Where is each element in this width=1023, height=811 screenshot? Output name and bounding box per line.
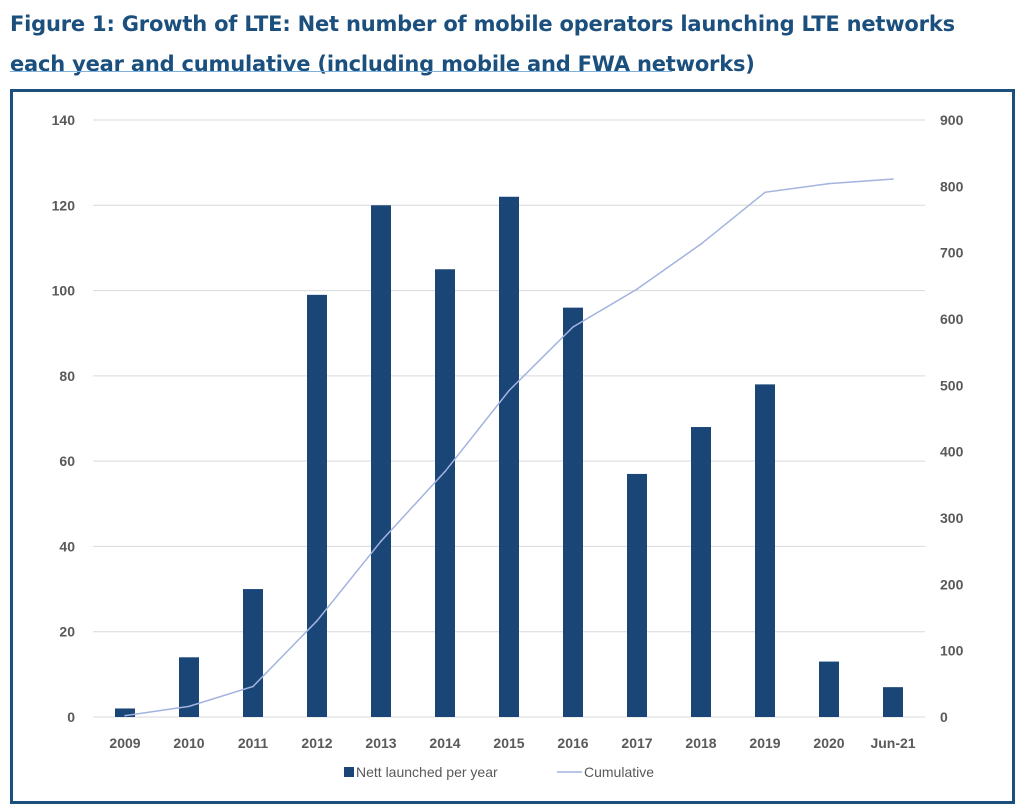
y-right-tick-label: 0	[940, 709, 948, 725]
bar-2012	[307, 294, 327, 717]
bar-2017	[627, 473, 647, 717]
cumulative-point	[572, 326, 574, 328]
chart-frame	[10, 89, 1015, 804]
x-tick-label: 2016	[557, 735, 588, 751]
bar-Jun-21	[883, 687, 903, 717]
bar-2011	[243, 589, 263, 717]
x-tick-label: 2020	[813, 735, 844, 751]
legend-line-label: Cumulative	[584, 764, 654, 780]
y-right-tick-label: 400	[940, 444, 964, 460]
y-left-tick-label: 0	[67, 709, 75, 725]
cumulative-point	[892, 178, 894, 180]
legend-bar-swatch	[344, 767, 354, 777]
y-right-tick-label: 900	[940, 112, 964, 128]
cumulative-point	[316, 620, 318, 622]
x-tick-label: 2010	[173, 735, 204, 751]
y-right-tick-label: 500	[940, 377, 964, 393]
cumulative-point	[380, 540, 382, 543]
y-left-tick-label: 100	[52, 283, 76, 299]
x-tick-label: 2015	[493, 735, 524, 751]
y-left-tick-label: 60	[59, 453, 75, 469]
bar-2016	[563, 307, 583, 717]
x-tick-label: 2012	[301, 735, 332, 751]
y-right-tick-label: 600	[940, 311, 964, 327]
y-left-tick-label: 120	[52, 197, 76, 213]
title-underline	[10, 71, 672, 72]
y-right-tick-label: 700	[940, 245, 964, 261]
x-tick-label: 2017	[621, 735, 652, 751]
y-right-tick-label: 200	[940, 576, 964, 592]
bar-2009	[115, 708, 135, 717]
bar-2015	[499, 196, 519, 717]
legend-bar-label: Nett launched per year	[356, 764, 498, 780]
cumulative-point	[188, 705, 190, 708]
x-tick-label: 2014	[429, 735, 460, 751]
x-tick-label: 2019	[749, 735, 780, 751]
cumulative-point	[252, 685, 254, 688]
x-tick-label: 2011	[238, 735, 269, 751]
y-left-tick-label: 140	[52, 112, 76, 128]
x-tick-label: 2013	[365, 735, 396, 751]
bar-2019	[755, 384, 775, 717]
y-right-tick-label: 300	[940, 510, 964, 526]
cumulative-point	[764, 191, 766, 194]
x-tick-label: 2018	[685, 735, 716, 751]
bar-2010	[179, 657, 199, 717]
cumulative-point	[444, 470, 446, 473]
cumulative-point	[508, 389, 510, 392]
y-left-tick-label: 40	[59, 538, 75, 554]
x-tick-label: Jun-21	[870, 735, 915, 751]
y-right-tick-label: 800	[940, 178, 964, 194]
cumulative-point	[124, 714, 126, 717]
y-left-tick-label: 20	[59, 624, 75, 640]
cumulative-point	[636, 288, 638, 290]
y-left-tick-label: 80	[59, 368, 75, 384]
bar-2013	[371, 205, 391, 718]
y-right-tick-label: 100	[940, 643, 964, 659]
bar-2020	[819, 661, 839, 717]
cumulative-point	[828, 182, 830, 185]
bar-2018	[691, 427, 711, 717]
cumulative-point	[700, 243, 702, 245]
figure-title: Figure 1: Growth of LTE: Net number of m…	[10, 12, 955, 76]
x-tick-label: 2009	[109, 735, 140, 751]
bar-2014	[435, 269, 455, 717]
